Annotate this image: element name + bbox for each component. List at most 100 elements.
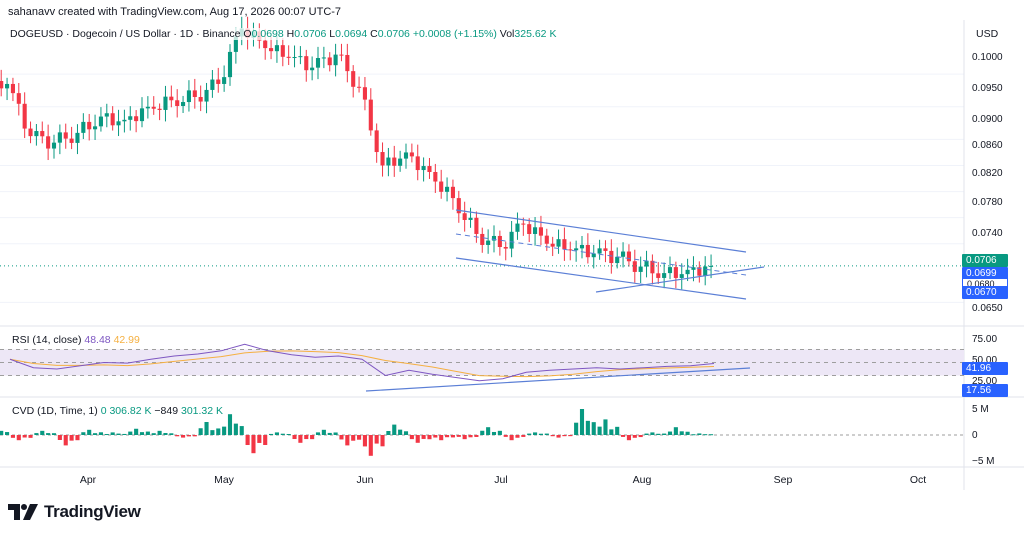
candle-body	[433, 172, 438, 182]
cvd-bar	[703, 434, 708, 436]
candle-body	[656, 273, 661, 278]
candle-body	[439, 181, 444, 192]
cvd-bar	[163, 433, 168, 435]
cvd-bar	[157, 430, 162, 435]
rsi-legend[interactable]: RSI (14, close) 48.48 42.99	[12, 334, 140, 346]
candle-body	[304, 56, 309, 71]
ohlc-low: 0.0694	[335, 28, 368, 40]
month-label: Sep	[773, 474, 793, 486]
ohlc-open: 0.0698	[251, 28, 284, 40]
cvd-bar	[556, 435, 561, 438]
cvd-tick: 5 M	[972, 404, 989, 415]
candle-body	[227, 51, 233, 78]
price-tick: 0.0900	[972, 114, 1003, 125]
cvd-bar	[304, 435, 309, 440]
cvd-bar	[87, 429, 92, 435]
candle-body	[274, 45, 279, 52]
candle-body	[280, 45, 285, 57]
price-tick: 0.1000	[972, 52, 1003, 63]
channel-lines	[455, 209, 765, 300]
cvd-bar	[380, 435, 385, 447]
tradingview-logo[interactable]: TradingView	[8, 502, 141, 522]
cvd-bar	[28, 435, 33, 438]
candle-body	[81, 121, 86, 133]
ohlc-c-label: C	[370, 28, 378, 40]
cvd-bar	[527, 433, 532, 435]
cvd-bar	[216, 428, 221, 435]
cvd-bar	[16, 435, 21, 441]
cvd-bar	[339, 435, 344, 440]
candle-body	[562, 239, 567, 250]
candle-body	[621, 251, 626, 257]
candle-body	[574, 248, 579, 251]
candle-body	[286, 56, 291, 58]
cvd-bar	[280, 433, 285, 435]
candle-body	[644, 260, 649, 267]
candle-body	[75, 132, 80, 143]
cvd-legend[interactable]: CVD (1D, Time, 1) 0 306.82 K −849 301.32…	[12, 405, 223, 417]
cvd-bar	[562, 435, 567, 437]
candle-body	[679, 274, 684, 278]
cvd-bar	[116, 433, 121, 435]
cvd-bar	[181, 435, 186, 438]
cvd-bar	[175, 435, 180, 437]
candle-body	[556, 239, 561, 247]
candle-body	[409, 152, 414, 157]
cvd-pane	[0, 409, 964, 456]
cvd-bar	[351, 435, 356, 441]
ohlc-o-label: O	[243, 28, 252, 40]
cvd-bar	[40, 430, 45, 435]
candle-body	[632, 261, 637, 272]
price-tick: 0.0950	[972, 83, 1003, 94]
cvd-bar	[691, 434, 696, 436]
price-badge-current: 0.0706	[962, 254, 1008, 267]
month-label: May	[214, 474, 234, 486]
candle-body	[46, 136, 51, 149]
candle-body	[5, 83, 10, 89]
candle-body	[386, 157, 391, 166]
price-badge-channel-lower: 0.0670	[962, 286, 1008, 299]
cvd-bar	[298, 435, 303, 443]
candle-body	[673, 267, 678, 278]
candle-body	[222, 77, 227, 84]
cvd-bar	[251, 435, 256, 454]
symbol-legend[interactable]: DOGEUSD · Dogecoin / US Dollar · 1D · Bi…	[8, 28, 559, 40]
candle-body	[51, 142, 57, 149]
cvd-bar	[521, 435, 526, 437]
cvd-bar	[239, 426, 244, 435]
cvd-bar	[568, 435, 573, 437]
cvd-bar	[480, 430, 485, 435]
candle-body	[34, 131, 39, 137]
cvd-bar	[550, 435, 555, 437]
cvd-bar	[315, 432, 321, 435]
cvd-bar	[644, 433, 649, 435]
month-label: Jun	[356, 474, 374, 486]
cvd-bar	[286, 434, 291, 436]
candle-body	[175, 100, 180, 107]
cvd-bar	[656, 433, 661, 435]
price-tick: 0.0740	[972, 228, 1003, 239]
rsi-tick: 25.00	[972, 376, 998, 387]
candle-body	[609, 250, 614, 264]
candle-body	[450, 186, 455, 199]
candle-body	[491, 235, 497, 241]
cvd-bar	[362, 435, 367, 447]
channel-upper-line	[455, 209, 747, 253]
rsi-tick: 50.00	[972, 355, 998, 366]
cvd-tick: −5 M	[972, 456, 995, 467]
candle-body	[703, 266, 708, 276]
candle-body	[550, 243, 555, 247]
price-tick: 0.0780	[972, 197, 1003, 208]
cvd-bar	[579, 409, 585, 435]
candle-body	[415, 156, 420, 171]
cvd-bar	[368, 435, 373, 456]
cvd-bar	[450, 435, 455, 438]
cvd-bar	[374, 435, 379, 444]
cvd-bar	[321, 429, 326, 435]
candle-body	[685, 269, 690, 275]
candle-body	[597, 248, 602, 254]
cvd-bar	[544, 433, 549, 435]
month-label: Apr	[79, 474, 97, 486]
candle-body	[398, 158, 403, 166]
